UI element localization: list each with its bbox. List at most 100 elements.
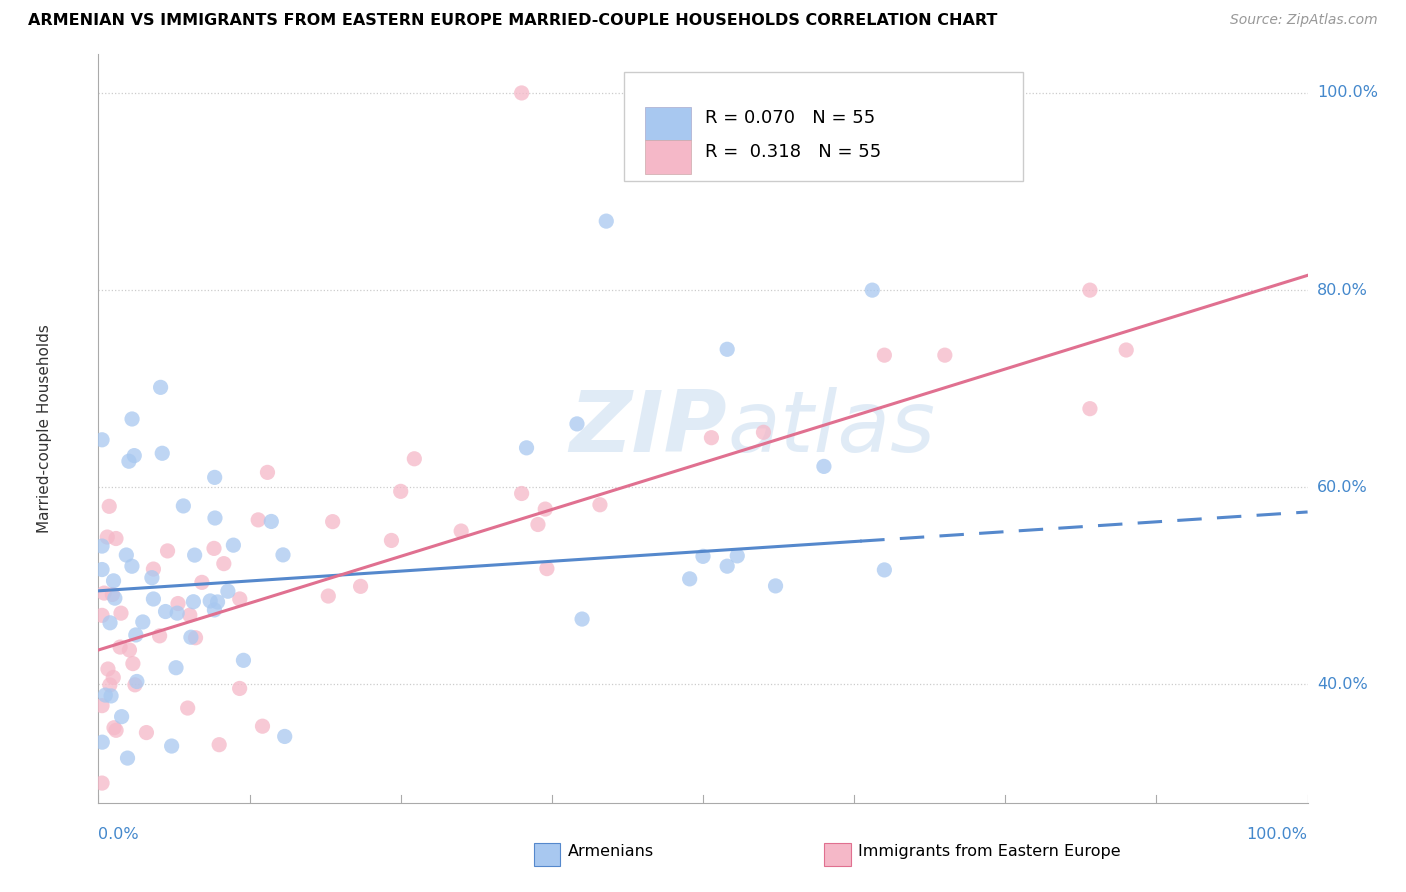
Text: ZIP: ZIP	[569, 386, 727, 470]
Point	[813, 459, 835, 474]
Text: 0.0%: 0.0%	[98, 828, 139, 842]
Point	[110, 709, 132, 723]
Text: R = 0.070   N = 55: R = 0.070 N = 55	[706, 110, 876, 128]
Point	[91, 698, 114, 713]
Text: 60.0%: 60.0%	[1317, 480, 1368, 495]
Point	[217, 584, 239, 599]
Point	[104, 532, 127, 546]
Point	[679, 572, 702, 586]
Point	[156, 544, 179, 558]
Point	[96, 530, 118, 544]
Text: R =  0.318   N = 55: R = 0.318 N = 55	[706, 143, 882, 161]
Point	[149, 380, 172, 394]
Point	[167, 597, 190, 611]
FancyBboxPatch shape	[624, 72, 1024, 181]
Point	[204, 603, 226, 617]
Point	[179, 608, 201, 623]
Text: ARMENIAN VS IMMIGRANTS FROM EASTERN EUROPE MARRIED-COUPLE HOUSEHOLDS CORRELATION: ARMENIAN VS IMMIGRANTS FROM EASTERN EURO…	[28, 13, 997, 29]
Point	[91, 562, 114, 576]
Point	[118, 643, 141, 657]
Point	[204, 470, 226, 484]
Point	[105, 723, 128, 738]
Point	[222, 538, 245, 552]
Point	[260, 515, 283, 529]
Point	[515, 441, 537, 455]
Point	[122, 657, 145, 671]
Point	[716, 343, 738, 357]
Point	[124, 678, 146, 692]
Point	[725, 549, 748, 563]
Point	[700, 431, 723, 445]
Point	[176, 701, 198, 715]
Point	[155, 605, 177, 619]
Point	[103, 574, 125, 588]
Point	[765, 579, 787, 593]
Point	[149, 629, 172, 643]
Point	[98, 678, 121, 692]
Point	[121, 412, 143, 426]
Point	[256, 466, 278, 480]
Text: Armenians: Armenians	[568, 844, 654, 859]
Point	[534, 502, 557, 516]
Text: Source: ZipAtlas.com: Source: ZipAtlas.com	[1230, 13, 1378, 28]
Point	[247, 513, 270, 527]
Point	[122, 449, 145, 463]
Point	[527, 517, 550, 532]
Point	[202, 541, 225, 556]
Point	[108, 640, 131, 654]
Point	[141, 571, 163, 585]
Point	[565, 417, 588, 431]
Point	[183, 548, 205, 562]
Point	[91, 433, 114, 447]
Bar	[824, 843, 851, 866]
Point	[450, 524, 472, 538]
Point	[1115, 343, 1137, 357]
Point	[115, 548, 138, 562]
Point	[322, 515, 344, 529]
Point	[160, 739, 183, 753]
Point	[104, 591, 127, 606]
Bar	[645, 107, 690, 140]
Point	[98, 615, 121, 630]
Point	[271, 548, 294, 562]
Text: Immigrants from Eastern Europe: Immigrants from Eastern Europe	[858, 844, 1121, 859]
Point	[93, 586, 115, 600]
Bar	[645, 140, 690, 174]
Point	[135, 725, 157, 739]
Point	[132, 615, 155, 629]
Point	[404, 451, 426, 466]
Point	[165, 661, 187, 675]
Point	[94, 688, 117, 702]
Point	[110, 606, 132, 620]
Text: atlas: atlas	[727, 386, 935, 470]
Point	[252, 719, 274, 733]
Point	[229, 591, 252, 606]
Point	[180, 630, 202, 644]
Point	[200, 594, 222, 608]
Point	[184, 631, 207, 645]
Point	[142, 592, 165, 607]
Point	[172, 499, 194, 513]
Point	[125, 628, 148, 642]
Point	[380, 533, 402, 548]
Point	[101, 587, 124, 601]
Text: 100.0%: 100.0%	[1247, 828, 1308, 842]
Point	[934, 348, 956, 362]
Point	[100, 689, 122, 703]
Point	[103, 670, 125, 684]
Point	[316, 589, 339, 603]
Point	[589, 498, 612, 512]
Point	[117, 751, 139, 765]
Point	[121, 559, 143, 574]
Point	[389, 484, 412, 499]
Bar	[534, 843, 561, 866]
Point	[91, 776, 114, 790]
Point	[91, 539, 114, 553]
Point	[716, 559, 738, 574]
Text: 40.0%: 40.0%	[1317, 677, 1368, 692]
Point	[91, 608, 114, 623]
Point	[191, 575, 214, 590]
Point	[273, 730, 295, 744]
Point	[208, 738, 231, 752]
Point	[118, 454, 141, 468]
